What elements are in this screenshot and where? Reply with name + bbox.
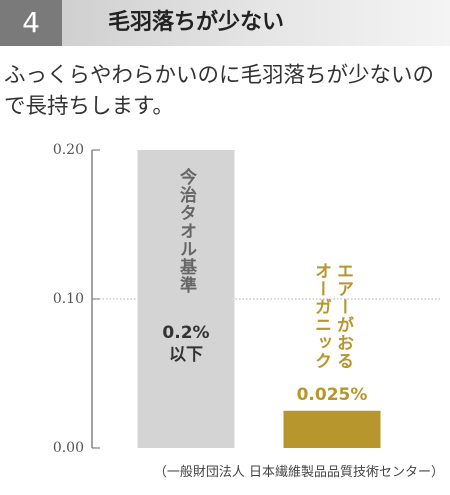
section-title: 毛羽落ちが少ない bbox=[108, 10, 285, 35]
y-tick-label: 0.10 bbox=[53, 291, 84, 307]
y-tick-label: 0.20 bbox=[53, 142, 84, 158]
section-number: 4 bbox=[0, 0, 62, 46]
bar bbox=[283, 410, 381, 448]
y-tick-label: 0.00 bbox=[53, 440, 84, 456]
description: ふっくらやわらかいのに毛羽落ちが少ないので長持ちします。 bbox=[4, 63, 435, 119]
category-label: 今治タオル基準 bbox=[176, 168, 196, 294]
category-label: エアーがおる オーガニック bbox=[311, 262, 353, 370]
bar bbox=[137, 150, 235, 448]
header-band: 4 毛羽落ちが少ない bbox=[0, 0, 450, 46]
source-note: （一般財団法人 日本繊維製品品質技術センター） bbox=[153, 465, 444, 480]
value-label: 0.025% bbox=[296, 385, 368, 405]
value-label: 0.2% 以下 bbox=[162, 323, 210, 365]
